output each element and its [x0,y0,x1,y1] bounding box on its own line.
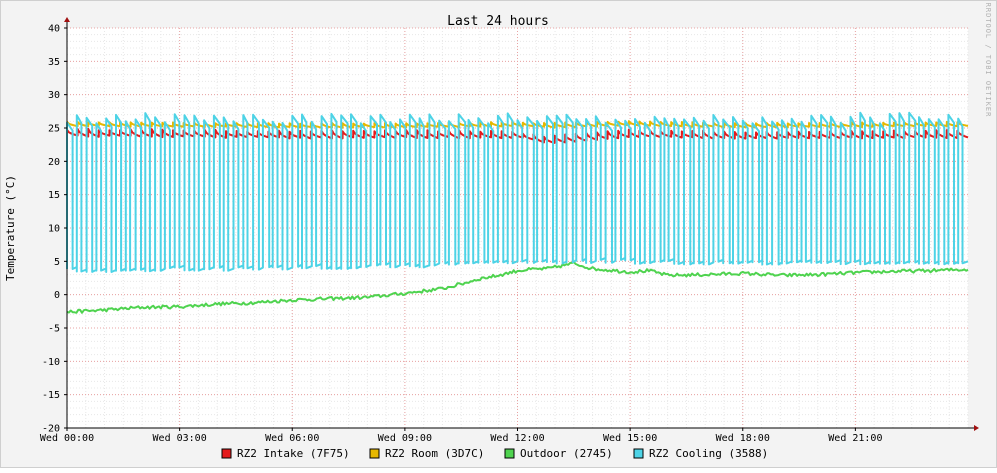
legend-label: RZ2 Room (3D7C) [385,447,484,460]
y-tick-label: 5 [54,257,60,268]
chart-title: Last 24 hours [447,14,549,29]
x-tick-label: Wed 00:00 [40,433,94,444]
y-tick-label: -15 [42,390,60,401]
y-axis-arrow [64,17,70,22]
y-tick-label: 40 [48,24,60,35]
x-tick-label: Wed 06:00 [265,433,319,444]
series-line-outdoor-2745 [66,261,969,314]
x-tick-label: Wed 21:00 [828,433,882,444]
series-line-rz2-cooling-3588 [66,111,969,273]
legend-label: Outdoor (2745) [520,447,613,460]
legend-swatch [633,448,644,459]
y-tick-label: 25 [48,124,60,135]
y-tick-label: 30 [48,90,60,101]
legend-label: RZ2 Cooling (3588) [649,447,768,460]
legend-swatch [369,448,380,459]
x-tick-labels: Wed 00:00 Wed 03:00 Wed 06:00 Wed 09:00 Wed … [40,433,883,444]
x-axis-arrow [974,425,979,431]
y-tick-label: -20 [42,424,60,435]
legend-item: Outdoor (2745) [504,447,613,460]
x-tick-label: Wed 18:00 [716,433,770,444]
y-tick-label: 0 [54,290,60,301]
y-tick-label: -10 [42,357,60,368]
legend-item: RZ2 Cooling (3588) [633,447,768,460]
y-tick-label: 10 [48,224,60,235]
x-tick-label: Wed 15:00 [603,433,657,444]
legend-label: RZ2 Intake (7F75) [237,447,350,460]
legend: RZ2 Intake (7F75) RZ2 Room (3D7C) Outdoor … [221,447,768,460]
series-layer [66,111,969,314]
legend-item: RZ2 Room (3D7C) [369,447,484,460]
y-tick-labels: -20 -15 -10 -5 0 5 10 15 20 25 30 35 40 [42,24,60,435]
y-axis-label: Temperature (°C) [4,175,17,281]
x-tick-label: Wed 09:00 [378,433,432,444]
y-tick-label: 35 [48,57,60,68]
y-tick-label: -5 [48,324,60,335]
legend-swatch [504,448,515,459]
axes [64,17,979,431]
y-tick-label: 20 [48,157,60,168]
y-tick-label: 15 [48,190,60,201]
legend-swatch [221,448,232,459]
legend-item: RZ2 Intake (7F75) [221,447,350,460]
watermark: RRDTOOL / TOBI OETIKER [984,3,992,118]
x-tick-label: Wed 03:00 [153,433,207,444]
x-tick-label: Wed 12:00 [490,433,544,444]
